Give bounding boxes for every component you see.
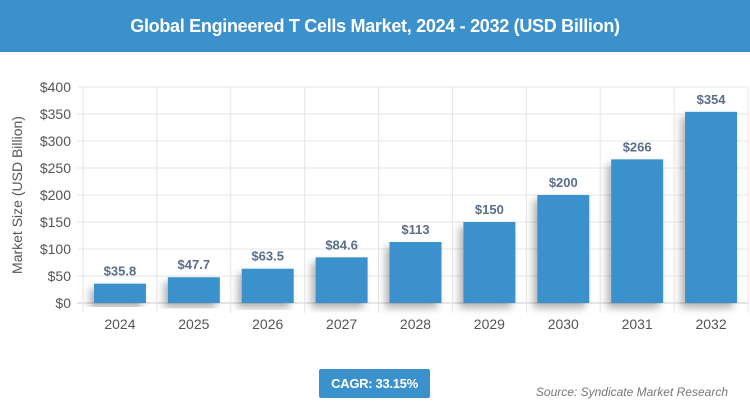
bar xyxy=(389,241,442,303)
y-tick-label: $100 xyxy=(40,241,71,257)
x-tick-label: 2024 xyxy=(104,316,135,332)
y-tick-label: $150 xyxy=(40,214,71,230)
cagr-badge: CAGR: 33.15% xyxy=(319,369,430,398)
x-tick-label: 2028 xyxy=(400,316,431,332)
y-tick-label: $400 xyxy=(40,79,71,95)
x-tick-label: 2030 xyxy=(548,316,579,332)
bar xyxy=(611,159,664,303)
bar xyxy=(315,257,368,303)
data-label: $200 xyxy=(549,175,578,190)
bar xyxy=(93,283,146,303)
x-tick-label: 2032 xyxy=(695,316,726,332)
chart-title: Global Engineered T Cells Market, 2024 -… xyxy=(0,0,750,52)
y-tick-label: $250 xyxy=(40,160,71,176)
data-label: $63.5 xyxy=(251,249,284,264)
x-tick-label: 2026 xyxy=(252,316,283,332)
data-label: $47.7 xyxy=(178,257,211,272)
bar xyxy=(241,268,294,303)
y-axis-label: Market Size (USD Billion) xyxy=(9,116,25,274)
x-tick-label: 2025 xyxy=(178,316,209,332)
y-tick-label: $200 xyxy=(40,187,71,203)
y-tick-label: $0 xyxy=(55,295,71,311)
y-tick-label: $50 xyxy=(48,268,72,284)
y-tick-label: $300 xyxy=(40,133,71,149)
x-tick-label: 2029 xyxy=(474,316,505,332)
data-label: $84.6 xyxy=(325,237,358,252)
data-label: $266 xyxy=(623,139,652,154)
bar xyxy=(685,111,738,303)
bar xyxy=(463,222,516,303)
data-label: $113 xyxy=(401,222,429,237)
data-label: $150 xyxy=(475,202,504,217)
data-label: $35.8 xyxy=(104,264,137,279)
data-label: $354 xyxy=(697,92,727,107)
bar xyxy=(167,277,220,303)
source-note: Source: Syndicate Market Research xyxy=(535,385,728,399)
x-tick-label: 2027 xyxy=(326,316,357,332)
x-tick-label: 2031 xyxy=(622,316,653,332)
y-tick-label: $350 xyxy=(40,106,71,122)
bar xyxy=(537,195,590,303)
